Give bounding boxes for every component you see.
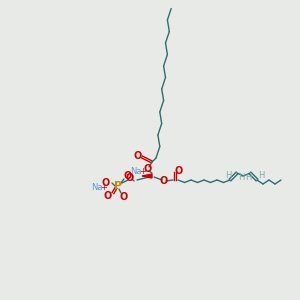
Text: O: O xyxy=(124,171,132,181)
Text: O: O xyxy=(126,173,134,183)
Text: H: H xyxy=(238,172,244,182)
Text: Na: Na xyxy=(130,167,142,176)
Text: O: O xyxy=(104,191,112,201)
Polygon shape xyxy=(142,174,152,178)
Text: P: P xyxy=(114,181,122,191)
Text: O: O xyxy=(134,151,142,161)
Text: O: O xyxy=(120,192,128,202)
Text: Na: Na xyxy=(91,184,103,193)
Text: H: H xyxy=(245,173,251,182)
Text: O: O xyxy=(160,176,168,186)
Text: O: O xyxy=(175,166,183,176)
Text: H: H xyxy=(225,170,231,179)
Text: +: + xyxy=(140,167,146,176)
Text: +: + xyxy=(100,184,107,193)
Text: O: O xyxy=(144,164,152,174)
Text: H: H xyxy=(258,172,264,181)
Text: O: O xyxy=(102,178,110,188)
